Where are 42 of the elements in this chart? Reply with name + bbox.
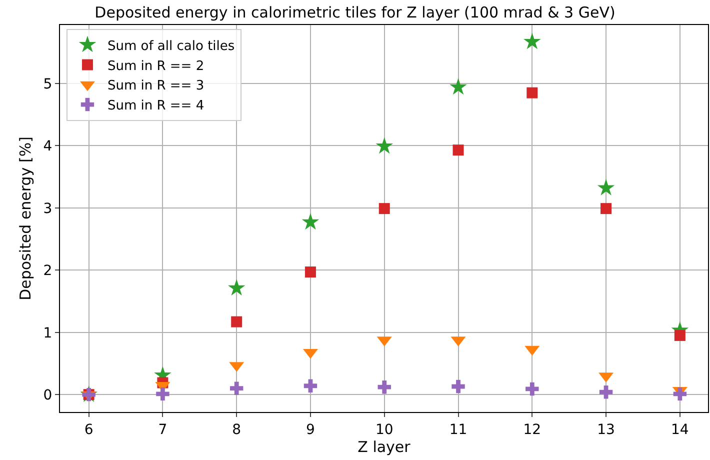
point <box>302 213 320 230</box>
y-axis-title: Deposited energy [%] <box>16 136 35 300</box>
point <box>450 78 467 95</box>
x-tick-label: 11 <box>449 422 468 438</box>
y-tick-label: 5 <box>43 76 52 92</box>
point <box>231 316 242 328</box>
chart-title: Deposited energy in calorimetric tiles for Z layer (100 mrad & 3 GeV) <box>94 3 616 22</box>
y-tick-label: 2 <box>43 263 52 280</box>
point <box>378 203 390 214</box>
legend-label: Sum in R == 4 <box>107 98 204 114</box>
x-tick-label: 13 <box>597 422 615 438</box>
y-tick-label: 4 <box>43 138 52 155</box>
legend-label: Sum in R == 2 <box>107 58 204 74</box>
point <box>673 387 687 401</box>
x-tick-label: 8 <box>232 422 242 438</box>
x-tick-label: 6 <box>84 422 94 438</box>
x-tick-label: 12 <box>523 422 542 438</box>
point <box>376 137 394 154</box>
point <box>156 387 170 401</box>
y-tick-label: 3 <box>43 200 52 217</box>
point <box>526 87 538 98</box>
point <box>304 379 318 392</box>
point <box>452 144 464 156</box>
point <box>304 266 316 278</box>
legend-label: Sum in R == 3 <box>107 78 204 94</box>
point <box>599 385 613 399</box>
point <box>452 380 465 394</box>
point <box>600 203 612 214</box>
x-axis-title: Z layer <box>358 438 412 456</box>
point <box>378 380 391 394</box>
x-tick-label: 9 <box>306 422 315 438</box>
y-tick-label: 0 <box>43 387 52 404</box>
x-tick-label: 14 <box>671 422 689 438</box>
point <box>524 32 541 50</box>
x-tick-label: 7 <box>158 422 168 438</box>
point <box>597 178 615 196</box>
point <box>230 382 244 395</box>
legend-label: Sum of all calo tiles <box>107 38 235 54</box>
point <box>526 382 539 396</box>
point <box>228 279 246 296</box>
y-tick-label: 1 <box>43 325 52 342</box>
x-tick-label: 10 <box>375 422 394 438</box>
